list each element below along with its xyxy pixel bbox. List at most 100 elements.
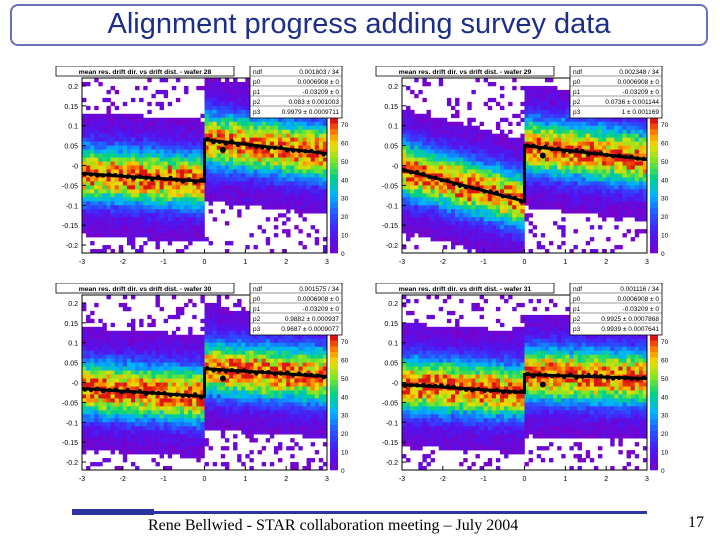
profile-point [137,389,143,394]
profile-point [543,372,548,378]
profile-point [421,171,426,177]
z-tick-label: 30 [661,196,669,203]
profile-point [512,195,518,201]
stat-value: -0.03209 ± 0 [623,89,660,96]
x-tick-label: 0 [203,476,207,483]
z-tick-label: 70 [661,339,669,346]
stat-name: p3 [253,326,261,333]
y-tick-label: -0.15 [62,440,78,447]
z-tick-label: 20 [661,214,669,221]
x-tick-label: -2 [120,259,126,266]
profile-point [309,372,314,378]
profile-point [543,144,548,149]
profile-point [610,376,616,381]
profile-point [272,145,277,150]
z-tick-label: 30 [341,413,349,420]
plot-panel-wafer-28: 0.2 0.15 0.1 0.05 -0 -0.05 -0.1 -0.15 -0.2 -3 -2 -1… [52,66,358,272]
profile-point [561,149,567,154]
profile-point [168,175,173,181]
stat-name: p3 [253,109,261,116]
histogram-title-box: mean res. drift dir. vs drift dist. - wa… [375,283,555,294]
profile-point [297,371,302,376]
profile-point [229,139,235,144]
profile-point [174,392,179,397]
stat-name: p3 [573,109,581,116]
x-tick-label: -1 [481,476,487,483]
profile-point [512,389,518,395]
profile-point [186,177,192,182]
stat-name: p2 [573,316,581,323]
y-tick-label: -0.05 [382,400,398,407]
profile-point [470,388,475,393]
profile-point [439,178,444,183]
x-tick-label: 2 [604,259,608,266]
profile-point [604,152,610,158]
y-tick-label: -0.2 [386,243,398,250]
y-tick-label: 0.2 [68,84,78,91]
profile-point [445,384,450,389]
profile-point [488,189,493,194]
profile-point [254,371,259,376]
x-tick-label: -3 [79,476,85,483]
y-tick-label: -0.05 [62,400,78,407]
fit-stats-box: ndf 0.001575 / 34 p0 0.0006908 ± 0 p1 -0.0320… [249,283,343,336]
y-tick-label: -0.1 [386,203,398,210]
profile-point [629,154,634,159]
profile-point [549,147,555,152]
stat-value: 0.0006908 ± 0 [617,296,659,303]
y-tick-label: -0.1 [66,420,78,427]
profile-point [119,173,124,178]
stat-name: p3 [573,326,581,333]
profile-point [610,154,616,159]
y-tick-label: 0.05 [384,144,398,151]
profile-point [315,150,320,155]
z-tick-label: 60 [341,140,349,147]
z-tick-label: 10 [341,450,349,457]
profile-point [494,387,499,393]
outlier-point [219,375,226,382]
stat-name: p0 [253,79,261,86]
outlier-point [539,381,546,388]
stat-name: p2 [253,316,261,323]
stat-value: 0.002348 / 34 [619,69,659,76]
histogram-title: mean res. drift dir. vs drift dist. - wa… [399,69,532,76]
profile-point [88,172,94,177]
profile-point [150,390,155,396]
profile-point [580,148,585,154]
y-tick-label: -0.15 [382,440,398,447]
profile-point [137,174,143,179]
stat-value: 0.0736 ± 0.001144 [605,99,659,106]
profile-point [408,170,414,175]
x-tick-label: -3 [399,476,405,483]
profile-point [278,371,284,376]
z-tick-label: 60 [661,140,669,147]
profile-point [254,144,259,149]
profile-point [598,150,604,156]
y-tick-label: 0.15 [64,321,78,328]
stat-name: p1 [573,89,581,96]
stat-name: ndf [573,69,582,76]
z-tick-label: 50 [661,159,669,166]
z-tick-label: 50 [661,376,669,383]
profile-point [568,149,573,154]
z-tick-label: 20 [341,214,349,221]
z-tick-label: 50 [341,376,349,383]
x-tick-label: -3 [79,259,85,266]
y-tick-label: 0.1 [68,124,78,131]
stat-name: p1 [253,306,261,313]
profile-point [476,386,481,392]
y-tick-label: -0 [392,381,398,388]
profile-point [598,374,604,379]
profile-point [186,393,192,399]
stat-value: 0.0006908 ± 0 [617,79,659,86]
x-tick-label: -3 [399,259,405,266]
y-tick-label: -0.05 [62,183,78,190]
profile-point [476,186,481,191]
histogram-plot: 0.2 0.15 0.1 0.05 -0 -0.05 -0.1 -0.15 -0.2 -3 -2 -1… [52,283,358,489]
z-tick-label: 30 [661,413,669,420]
profile-point [629,376,634,381]
heatmap-cells [82,78,328,254]
stat-value: 0.0006908 ± 0 [297,79,339,86]
profile-point [131,390,137,395]
profile-point [427,383,432,388]
